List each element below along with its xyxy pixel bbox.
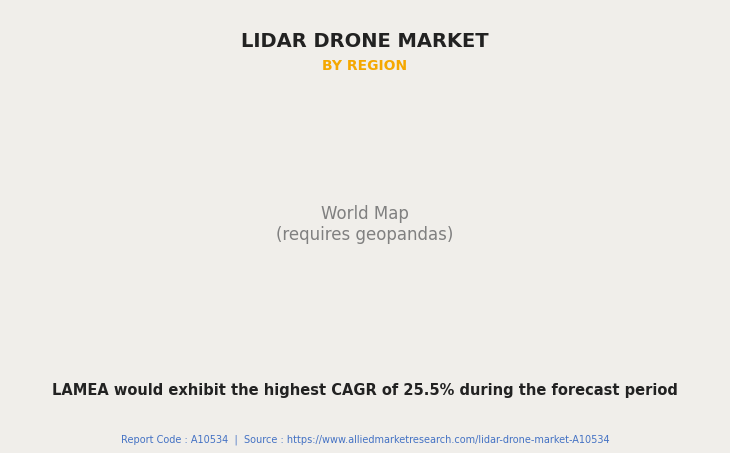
Text: Report Code : A10534  |  Source : https://www.alliedmarketresearch.com/lidar-dro: Report Code : A10534 | Source : https://…: [120, 435, 610, 445]
Text: LIDAR DRONE MARKET: LIDAR DRONE MARKET: [241, 32, 489, 51]
Text: BY REGION: BY REGION: [323, 59, 407, 73]
Text: World Map
(requires geopandas): World Map (requires geopandas): [277, 205, 453, 244]
Text: LAMEA would exhibit the highest CAGR of 25.5% during the forecast period: LAMEA would exhibit the highest CAGR of …: [52, 383, 678, 398]
